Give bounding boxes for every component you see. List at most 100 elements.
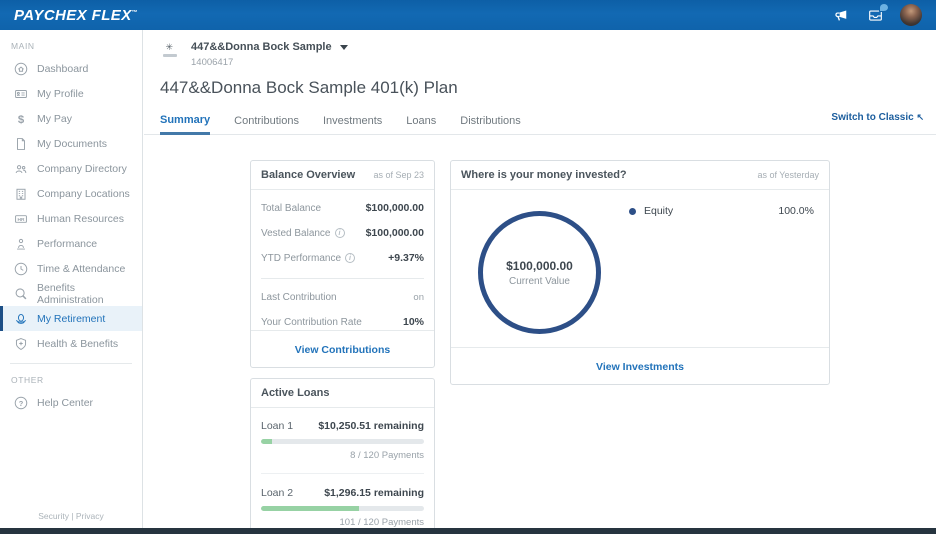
shield-icon bbox=[13, 336, 28, 351]
active-loans-card: Active Loans Loan 1 $10,250.51 remaining… bbox=[250, 378, 435, 534]
tab-distributions[interactable]: Distributions bbox=[460, 115, 521, 127]
announcements-megaphone-icon[interactable] bbox=[832, 7, 850, 23]
sidebar-item-label: Dashboard bbox=[37, 62, 89, 75]
loan-progress-bar bbox=[261, 439, 424, 444]
sidebar-item-label: Benefits Administration bbox=[37, 281, 104, 306]
sidebar-section-main: MAIN bbox=[11, 41, 35, 51]
sidebar-item-label: My Pay bbox=[37, 112, 73, 125]
sidebar-item-my-documents[interactable]: My Documents bbox=[0, 131, 142, 156]
sidebar-item-dashboard[interactable]: Dashboard bbox=[0, 56, 142, 81]
svg-text:HR: HR bbox=[17, 216, 24, 222]
current-value-amount: $100,000.00 bbox=[506, 258, 573, 273]
sidebar-item-label: Performance bbox=[37, 237, 98, 250]
as-of-date: as of Sep 23 bbox=[373, 170, 424, 180]
card-title: Balance Overview bbox=[261, 169, 356, 181]
window-bottom-edge bbox=[0, 528, 936, 534]
tab-contributions[interactable]: Contributions bbox=[234, 115, 299, 127]
sidebar-item-label: Health & Benefits bbox=[37, 337, 119, 350]
chevron-down-icon bbox=[339, 45, 348, 50]
sidebar-item-help-center[interactable]: ? Help Center bbox=[0, 390, 142, 415]
legend-dot-equity bbox=[629, 207, 636, 215]
loan-1-block: Loan 1 $10,250.51 remaining 8 / 120 Paym… bbox=[261, 420, 424, 461]
legend-name: Equity bbox=[644, 205, 674, 217]
legend-row: Equity 100.0% bbox=[629, 205, 814, 217]
investments-header: Where is your money invested? as of Yest… bbox=[451, 161, 829, 190]
loan-payments: 8 / 120 Payments bbox=[350, 450, 424, 461]
sidebar-item-label: My Documents bbox=[37, 137, 108, 150]
hr-badge-icon: HR bbox=[13, 211, 28, 226]
building-icon bbox=[13, 186, 28, 201]
security-privacy-links[interactable]: Security | Privacy bbox=[38, 511, 104, 521]
sidebar-item-my-pay[interactable]: $ My Pay bbox=[0, 106, 142, 131]
question-circle-icon: ? bbox=[13, 395, 28, 410]
sidebar-item-my-profile[interactable]: My Profile bbox=[0, 81, 142, 106]
topbar-actions bbox=[832, 3, 922, 26]
tabs-row: Summary Contributions Investments Loans … bbox=[144, 108, 936, 135]
sidebar-item-label: Company Directory bbox=[37, 162, 127, 175]
tab-loans[interactable]: Loans bbox=[406, 115, 437, 127]
user-avatar[interactable] bbox=[900, 4, 922, 26]
sidebar-item-human-resources[interactable]: HR Human Resources bbox=[0, 206, 142, 231]
sidebar-item-my-retirement[interactable]: My Retirement bbox=[0, 306, 142, 331]
loan-progress-bar bbox=[261, 506, 424, 511]
sidebar-item-label: Company Locations bbox=[37, 187, 130, 200]
sidebar-item-label: Time & Attendance bbox=[37, 262, 126, 275]
sidebar-item-time-attendance[interactable]: Time & Attendance bbox=[0, 256, 142, 281]
home-icon bbox=[13, 61, 28, 76]
vested-balance-row: Vested Balance i $100,000.00 bbox=[261, 227, 424, 239]
info-icon[interactable]: i bbox=[334, 228, 345, 238]
balance-overview-card: Balance Overview as of Sep 23 Total Bala… bbox=[250, 160, 435, 368]
company-id: 14006417 bbox=[191, 57, 234, 68]
last-contribution-row: Last Contribution on bbox=[261, 292, 424, 303]
svg-text:$: $ bbox=[17, 113, 24, 125]
sidebar-item-performance[interactable]: Performance bbox=[0, 231, 142, 256]
loan-2-block: Loan 2 $1,296.15 remaining 101 / 120 Pay… bbox=[261, 487, 424, 528]
donut-chart: $100,000.00 Current Value bbox=[478, 211, 601, 334]
sidebar-item-benefits-administration[interactable]: Benefits Administration bbox=[0, 281, 142, 306]
tab-summary[interactable]: Summary bbox=[160, 108, 211, 135]
sidebar-item-label: My Retirement bbox=[37, 312, 106, 325]
notification-badge bbox=[879, 3, 889, 12]
sidebar: MAIN Dashboard My Profile $ My Pay My Do… bbox=[0, 30, 143, 528]
id-card-icon bbox=[13, 86, 28, 101]
sidebar-item-label: Help Center bbox=[37, 396, 94, 409]
page-title: 447&&Donna Bock Sample 401(k) Plan bbox=[160, 78, 458, 97]
balance-overview-header: Balance Overview as of Sep 23 bbox=[251, 161, 434, 190]
card-title: Active Loans bbox=[261, 387, 330, 399]
inbox-messages-icon[interactable] bbox=[866, 3, 889, 23]
dollar-icon: $ bbox=[13, 111, 28, 126]
company-name: 447&&Donna Bock Sample bbox=[191, 41, 332, 53]
svg-text:?: ? bbox=[18, 398, 23, 407]
sidebar-item-label: My Profile bbox=[37, 87, 84, 100]
balance-overview-footer: View Contributions bbox=[251, 330, 434, 367]
sidebar-item-company-locations[interactable]: Company Locations bbox=[0, 181, 142, 206]
company-logo: ✳ bbox=[160, 41, 180, 65]
loan-payments: 101 / 120 Payments bbox=[339, 517, 425, 528]
tab-investments[interactable]: Investments bbox=[322, 115, 383, 127]
active-loans-header: Active Loans bbox=[251, 379, 434, 408]
view-contributions-link[interactable]: View Contributions bbox=[294, 344, 391, 356]
info-icon[interactable]: i bbox=[345, 253, 356, 263]
company-switcher[interactable]: ✳ 447&&Donna Bock Sample 14006417 bbox=[160, 41, 348, 68]
contribution-rate-row: Your Contribution Rate 10% bbox=[261, 316, 424, 328]
nest-egg-icon bbox=[13, 311, 28, 326]
divider bbox=[261, 278, 424, 279]
sidebar-item-health-benefits[interactable]: Health & Benefits bbox=[0, 331, 142, 356]
loan-remaining: $1,296.15 remaining bbox=[324, 487, 424, 499]
document-icon bbox=[13, 136, 28, 151]
loan-name: Loan 1 bbox=[261, 420, 294, 432]
person-podium-icon bbox=[13, 236, 28, 251]
investments-card: Where is your money invested? as of Yest… bbox=[450, 160, 830, 385]
view-investments-link[interactable]: View Investments bbox=[596, 361, 684, 373]
loan-name: Loan 2 bbox=[261, 487, 294, 499]
sidebar-item-label: Human Resources bbox=[37, 212, 124, 225]
sidebar-item-company-directory[interactable]: Company Directory bbox=[0, 156, 142, 181]
investments-footer: View Investments bbox=[451, 347, 829, 384]
card-title: Where is your money invested? bbox=[461, 169, 627, 181]
switch-to-classic-link[interactable]: Switch to Classic ↖ bbox=[831, 112, 924, 123]
current-value-label: Current Value bbox=[509, 275, 570, 287]
ytd-performance-row: YTD Performance i +9.37% bbox=[261, 252, 424, 264]
topbar: PAYCHEX FLEX™ bbox=[0, 0, 936, 30]
legend-percent: 100.0% bbox=[778, 205, 814, 217]
